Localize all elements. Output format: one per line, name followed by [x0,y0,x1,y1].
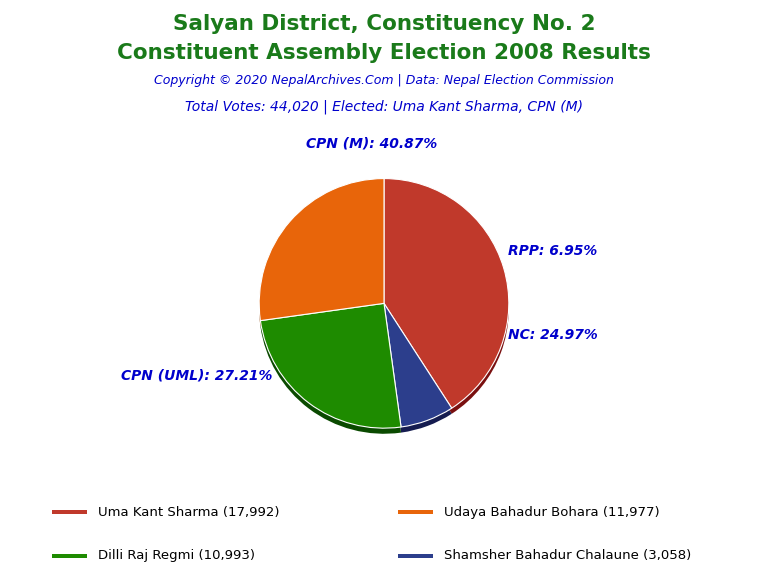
Text: CPN (M): 40.87%: CPN (M): 40.87% [306,137,437,150]
Wedge shape [260,184,384,326]
Text: NC: 24.97%: NC: 24.97% [508,328,598,342]
FancyBboxPatch shape [52,554,87,558]
Wedge shape [260,304,401,428]
Text: Dilli Raj Regmi (10,993): Dilli Raj Regmi (10,993) [98,550,255,562]
Wedge shape [384,304,452,427]
Wedge shape [384,184,508,414]
Text: RPP: 6.95%: RPP: 6.95% [508,244,597,258]
FancyBboxPatch shape [52,510,87,514]
Text: Uma Kant Sharma (17,992): Uma Kant Sharma (17,992) [98,506,280,518]
Wedge shape [384,309,452,433]
Wedge shape [260,179,384,321]
Text: Salyan District, Constituency No. 2: Salyan District, Constituency No. 2 [173,14,595,35]
Text: Copyright © 2020 NepalArchives.Com | Data: Nepal Election Commission: Copyright © 2020 NepalArchives.Com | Dat… [154,74,614,87]
Text: Udaya Bahadur Bohara (11,977): Udaya Bahadur Bohara (11,977) [444,506,660,518]
Wedge shape [384,179,508,408]
FancyBboxPatch shape [398,554,433,558]
Text: Shamsher Bahadur Chalaune (3,058): Shamsher Bahadur Chalaune (3,058) [444,550,691,562]
Text: Total Votes: 44,020 | Elected: Uma Kant Sharma, CPN (M): Total Votes: 44,020 | Elected: Uma Kant … [185,99,583,113]
Text: CPN (UML): 27.21%: CPN (UML): 27.21% [121,369,273,382]
Text: Constituent Assembly Election 2008 Results: Constituent Assembly Election 2008 Resul… [117,43,651,63]
Wedge shape [260,309,401,434]
FancyBboxPatch shape [398,510,433,514]
